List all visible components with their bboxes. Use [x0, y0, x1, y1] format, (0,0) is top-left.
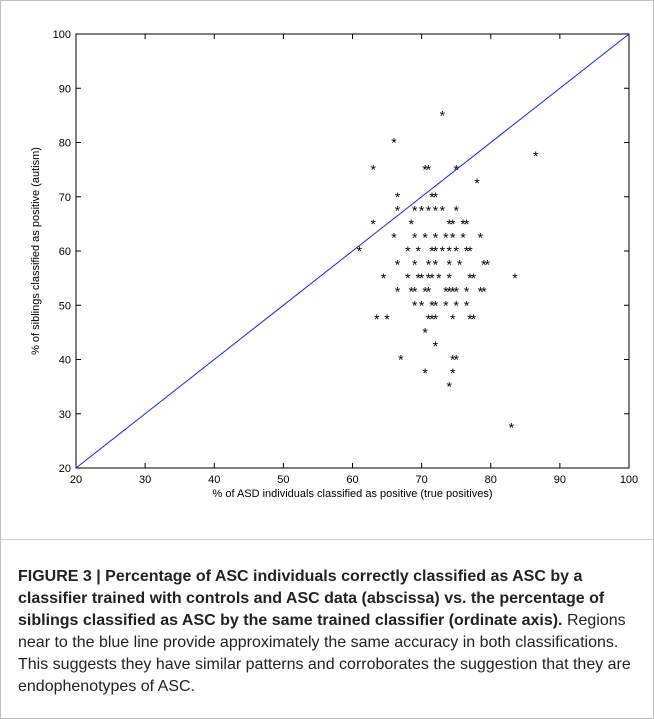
data-point: *	[395, 202, 401, 218]
data-point: *	[395, 284, 401, 300]
data-point: *	[485, 257, 491, 273]
x-tick-label: 30	[139, 474, 151, 486]
data-point: *	[433, 338, 439, 354]
x-tick-label: 80	[485, 474, 497, 486]
data-point: *	[471, 270, 477, 286]
caption-title: FIGURE 3 | Percentage of ASC individuals…	[18, 568, 604, 629]
data-point: *	[509, 419, 515, 435]
data-point: *	[533, 148, 539, 164]
reference-line	[76, 34, 629, 468]
data-point: *	[453, 162, 459, 178]
y-tick-label: 60	[59, 246, 71, 258]
y-tick-label: 100	[53, 29, 71, 41]
data-point: *	[422, 365, 428, 381]
data-point: *	[374, 311, 380, 327]
data-point: *	[467, 243, 473, 259]
x-tick-label: 100	[620, 474, 638, 486]
data-point: *	[419, 202, 425, 218]
data-point: *	[471, 311, 477, 327]
x-tick-label: 40	[208, 474, 220, 486]
data-point: *	[426, 202, 432, 218]
data-point: *	[457, 257, 463, 273]
data-point: *	[422, 324, 428, 340]
data-point: *	[398, 352, 404, 368]
data-point: *	[447, 379, 453, 395]
x-tick-label: 20	[70, 474, 82, 486]
data-point: *	[395, 257, 401, 273]
figure-caption: FIGURE 3 | Percentage of ASC individuals…	[18, 566, 646, 698]
data-point: *	[391, 229, 397, 245]
x-tick-label: 70	[416, 474, 428, 486]
data-point: *	[450, 311, 456, 327]
data-point: *	[371, 162, 377, 178]
x-axis-label: % of ASD individuals classified as posit…	[212, 488, 492, 500]
y-axis-label: % of siblings classified as positive (au…	[30, 147, 42, 355]
data-point: *	[481, 284, 487, 300]
data-point: *	[391, 135, 397, 151]
data-point: *	[478, 229, 484, 245]
data-point: *	[436, 270, 442, 286]
y-tick-label: 20	[59, 463, 71, 475]
data-point: *	[433, 311, 439, 327]
y-tick-label: 70	[59, 192, 71, 204]
x-tick-label: 90	[554, 474, 566, 486]
y-tick-label: 50	[59, 300, 71, 312]
data-point: *	[474, 175, 480, 191]
data-point: *	[381, 270, 387, 286]
data-point: *	[405, 243, 411, 259]
data-point: *	[433, 202, 439, 218]
data-point: *	[422, 229, 428, 245]
data-point: *	[419, 297, 425, 313]
data-point: *	[371, 216, 377, 232]
y-tick-label: 40	[59, 355, 71, 367]
data-point: *	[443, 297, 449, 313]
data-point: *	[357, 243, 363, 259]
x-tick-label: 60	[346, 474, 358, 486]
data-point: *	[426, 162, 432, 178]
y-tick-label: 30	[59, 409, 71, 421]
y-tick-label: 80	[59, 138, 71, 150]
scatter-chart: 20 30 40 50 60 70 80 90 1002030405060708090100**…	[1, 1, 653, 541]
data-point: *	[512, 270, 518, 286]
data-point: *	[412, 297, 418, 313]
y-tick-label: 90	[59, 83, 71, 95]
data-point: *	[440, 202, 446, 218]
data-point: *	[440, 107, 446, 123]
x-tick-label: 50	[277, 474, 289, 486]
data-point: *	[440, 243, 446, 259]
caption-divider	[1, 539, 653, 540]
data-point: *	[384, 311, 390, 327]
